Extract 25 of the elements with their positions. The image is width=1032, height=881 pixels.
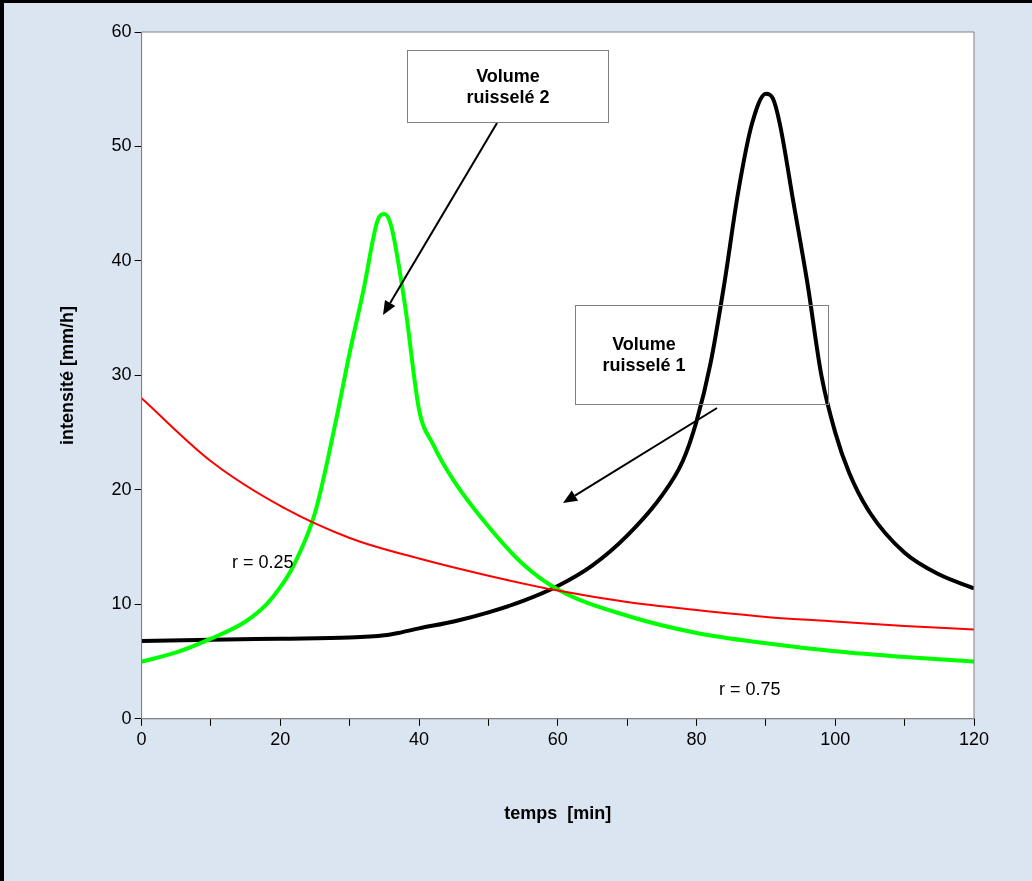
line-series: [141, 91, 974, 643]
y-tick-label: 20: [111, 478, 132, 499]
x-tick-label: 100: [820, 728, 851, 749]
line-series: [141, 397, 974, 631]
x-axis-title: temps [min]: [504, 803, 612, 824]
annotation: Volume ruisselé 2: [465, 65, 551, 108]
x-tick-label: 20: [270, 728, 291, 749]
annotation: Volume ruisselé 1: [601, 334, 687, 376]
x-tick-label: 40: [409, 728, 430, 749]
annotation: r = 0.25: [232, 552, 294, 573]
text-box: Volume ruisselé 1: [575, 305, 829, 405]
y-tick-label: 60: [111, 20, 132, 41]
y-tick-label: 50: [111, 135, 132, 156]
x-tick-label: 0: [136, 728, 147, 749]
y-tick-label: 10: [111, 593, 132, 614]
y-tick-label: 30: [111, 364, 132, 385]
y-tick-label: 40: [111, 249, 132, 270]
x-tick-label: 60: [547, 728, 568, 749]
line-series: [141, 212, 974, 664]
annotation: r = 0.75: [719, 679, 781, 700]
text-box: Volume ruisselé 2: [407, 50, 609, 123]
y-tick-label: 0: [121, 707, 132, 728]
x-tick-label: 120: [958, 728, 990, 749]
x-tick-label: 80: [686, 728, 707, 749]
y-axis-title: intensité [mm/h]: [56, 305, 77, 445]
